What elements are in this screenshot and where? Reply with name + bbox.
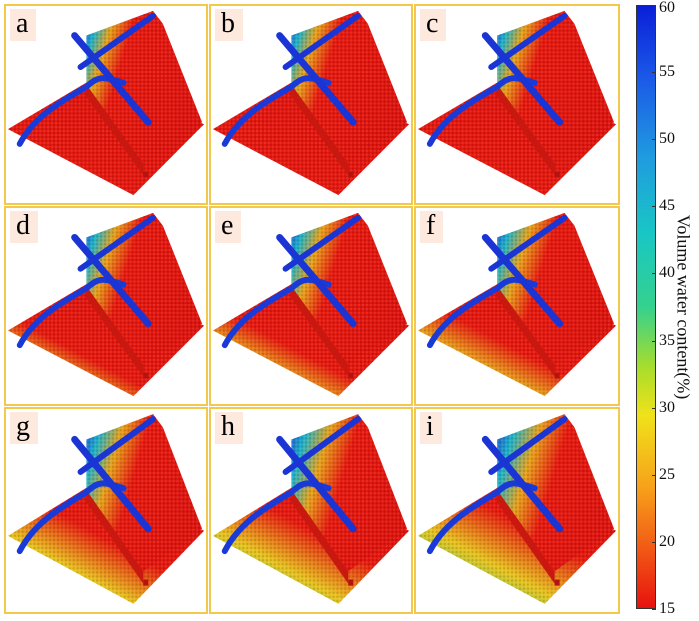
colorbar-tick-mark (652, 5, 656, 6)
panel-d: d (4, 206, 208, 406)
soil-profile-render (212, 414, 410, 604)
panel-label: d (10, 211, 38, 243)
panel-label: c (420, 9, 447, 41)
colorbar-tick-mark (652, 72, 656, 74)
panel-a: a (4, 4, 208, 205)
colorbar-tick-mark (652, 407, 656, 409)
panel-h: h (209, 407, 413, 614)
colorbar-tick-label: 35 (659, 331, 675, 349)
panel-b: b (209, 4, 413, 205)
panel-g: g (4, 407, 208, 614)
colorbar-tick-label: 60 (659, 0, 675, 16)
colorbar-title: Volume water content(%) (673, 214, 694, 400)
colorbar-tick-mark (652, 541, 656, 543)
panel-label: a (10, 9, 37, 41)
soil-profile-render (7, 10, 205, 196)
colorbar-tick-label: 55 (659, 63, 675, 81)
colorbar-tick-mark (652, 609, 656, 610)
colorbar-tick-mark (652, 474, 656, 476)
soil-profile-render (417, 414, 617, 604)
soil-profile-render (7, 414, 205, 604)
colorbar-tick-label: 25 (659, 465, 675, 483)
panel-label: b (215, 9, 243, 41)
colorbar-tick-mark (652, 206, 656, 208)
panel-label: g (10, 412, 38, 444)
panel-e: e (209, 206, 413, 406)
colorbar-tick-label: 45 (659, 197, 675, 215)
soil-profile-render (7, 212, 205, 397)
soil-profile-render (417, 10, 617, 196)
panel-f: f (414, 206, 620, 406)
panel-label: f (420, 211, 444, 243)
soil-profile-render (417, 212, 617, 397)
colorbar-tick-label: 20 (659, 532, 675, 550)
soil-profile-render (212, 10, 410, 196)
colorbar-tick-label: 40 (659, 264, 675, 282)
panel-label: i (420, 412, 442, 444)
colorbar-tick-label: 30 (659, 398, 675, 416)
colorbar-tick-mark (652, 340, 656, 342)
soil-profile-render (212, 212, 410, 397)
colorbar-tick-mark (652, 273, 656, 275)
colorbar-tick-mark (652, 139, 656, 141)
colorbar-tick-label: 50 (659, 130, 675, 148)
panel-label: h (215, 412, 243, 444)
colorbar (636, 5, 656, 609)
panel-c: c (414, 4, 620, 205)
panel-i: i (414, 407, 620, 614)
colorbar-tick-label: 15 (659, 600, 675, 617)
panel-label: e (215, 211, 242, 243)
